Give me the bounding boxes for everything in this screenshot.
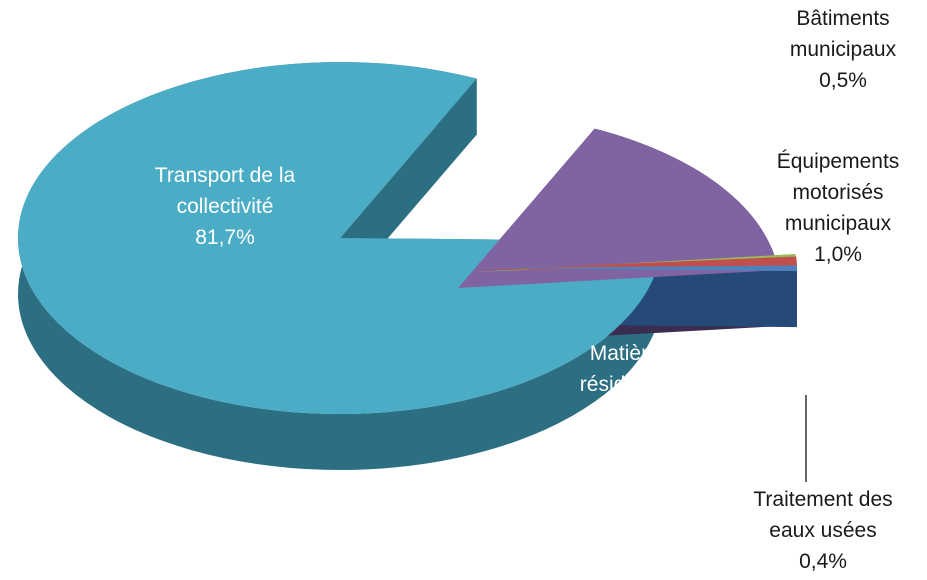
slice-top-transport-de-la-collectivite [17, 61, 662, 414]
slice-top-matieres-residuelles [458, 128, 779, 288]
slice-label-transport: Transport de la collectivité 81,7% [154, 164, 296, 249]
slice-label-equipements: Équipements motorisés municipaux 1,0% [776, 150, 900, 266]
slice-label-batiments: Bâtiments municipaux 0,5% [789, 7, 897, 92]
slice-label-traitement: Traitement des eaux usées 0,4% [753, 488, 893, 573]
slice-top-batiments-municipaux [475, 265, 797, 272]
pie-tops [17, 61, 797, 414]
slice-label-matieres: Matières résiduelles 16,4% [579, 342, 681, 427]
